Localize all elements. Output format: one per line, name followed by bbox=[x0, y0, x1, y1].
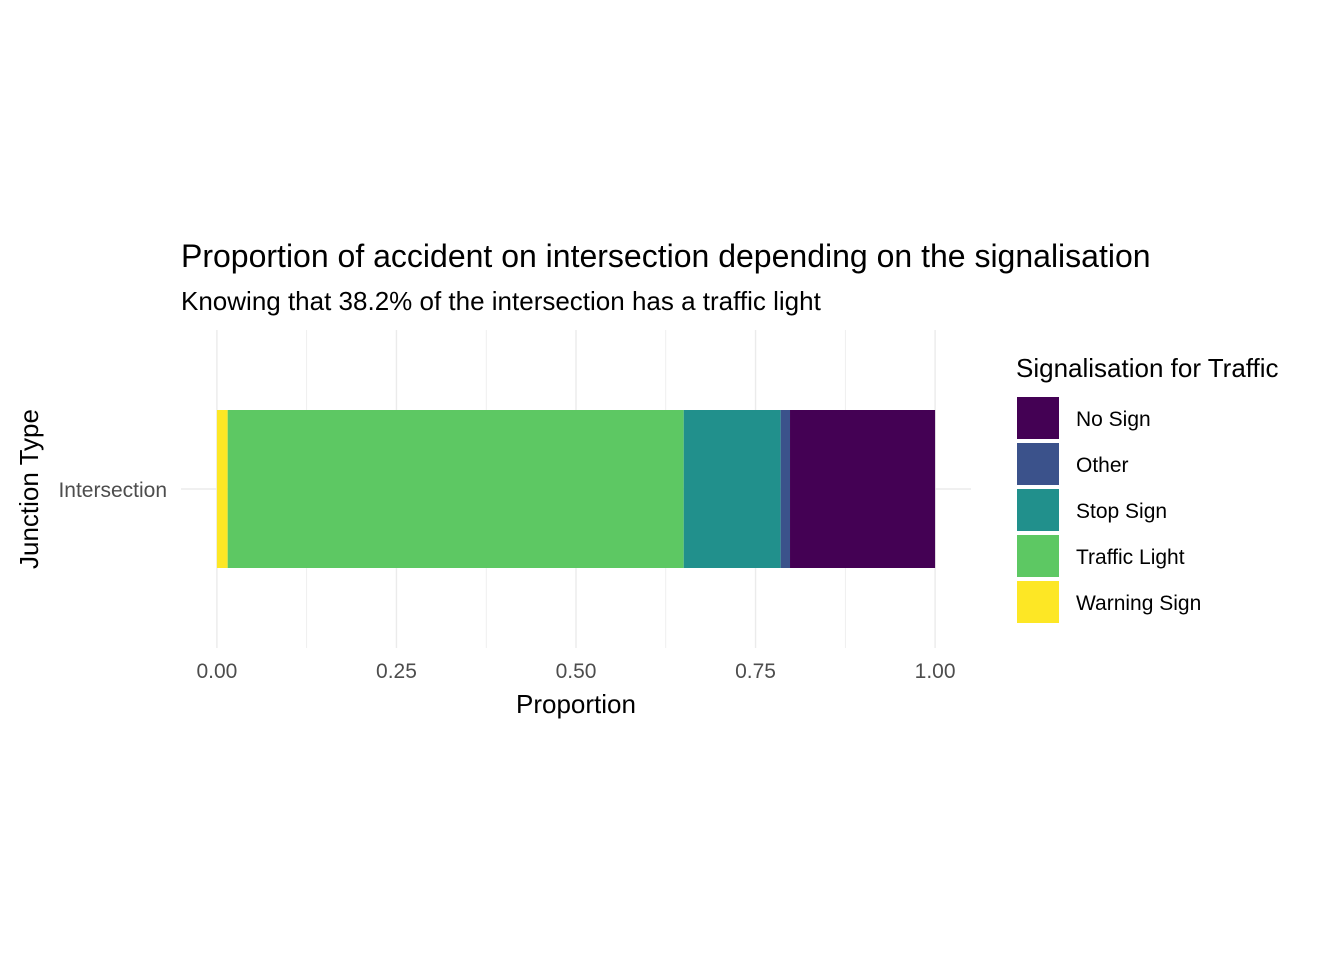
plot-area: 0.00 0.25 0.50 0.75 1.00 Intersection bbox=[58, 330, 971, 683]
bar-stop-sign bbox=[683, 410, 781, 568]
x-axis-title: Proportion bbox=[516, 689, 636, 719]
legend-swatch-warning-sign bbox=[1017, 581, 1059, 623]
bar-other bbox=[780, 410, 791, 568]
x-tick-label: 1.00 bbox=[915, 660, 956, 683]
legend-label: Other bbox=[1076, 454, 1129, 477]
y-tick-label: Intersection bbox=[58, 479, 167, 502]
legend-label: Stop Sign bbox=[1076, 500, 1167, 523]
legend-swatch-no-sign bbox=[1017, 397, 1059, 439]
bar-no-sign bbox=[790, 410, 936, 568]
legend-swatch-other bbox=[1017, 443, 1059, 485]
chart-title: Proportion of accident on intersection d… bbox=[181, 238, 1151, 274]
legend-title: Signalisation for Traffic bbox=[1016, 353, 1279, 383]
x-tick-label: 0.00 bbox=[196, 660, 237, 683]
y-axis-ticks: Intersection bbox=[58, 479, 167, 502]
legend: Signalisation for Traffic No Sign Other St… bbox=[1016, 353, 1279, 623]
chart-subtitle: Knowing that 38.2% of the intersection h… bbox=[181, 286, 822, 316]
bar-segments bbox=[216, 410, 936, 568]
x-axis-ticks: 0.00 0.25 0.50 0.75 1.00 bbox=[196, 660, 955, 683]
x-tick-label: 0.50 bbox=[556, 660, 597, 683]
legend-swatch-stop-sign bbox=[1017, 489, 1059, 531]
legend-label: Warning Sign bbox=[1076, 592, 1201, 615]
x-tick-label: 0.25 bbox=[376, 660, 417, 683]
bar-warning-sign bbox=[216, 410, 228, 568]
legend-label: Traffic Light bbox=[1076, 546, 1185, 569]
legend-swatch-traffic-light bbox=[1017, 535, 1059, 577]
y-axis-title: Junction Type bbox=[14, 409, 44, 569]
bar-traffic-light bbox=[227, 410, 684, 568]
legend-label: No Sign bbox=[1076, 408, 1151, 431]
legend-items: No Sign Other Stop Sign Traffic Light Warnin… bbox=[1017, 397, 1201, 623]
x-tick-label: 0.75 bbox=[735, 660, 776, 683]
